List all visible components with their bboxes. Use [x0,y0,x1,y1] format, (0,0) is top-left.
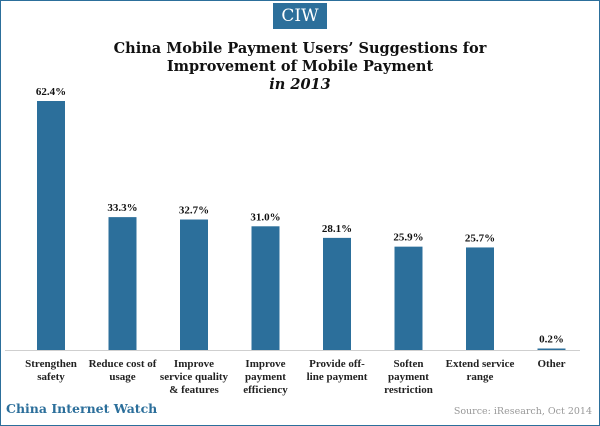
bar [251,226,280,350]
title-line-1: China Mobile Payment Users’ Suggestions … [113,40,487,57]
value-label: 62.4% [36,86,66,98]
bar [37,101,65,350]
bar [394,246,423,350]
category-label: Strengthen safety [25,358,77,383]
ciw-logo: CIW [273,3,327,29]
bar [323,237,351,350]
chart-title: China Mobile Payment Users’ Suggestions … [0,40,600,94]
title-line-2: Improvement of Mobile Payment [166,58,434,75]
value-label: 33.3% [107,202,137,214]
title-line-3: in 2013 [269,76,331,93]
category-label: Improve service quality & features [160,358,229,396]
value-label: 32.7% [179,205,209,217]
category-label: Soften payment restriction [384,358,433,396]
value-label: 25.7% [465,232,495,244]
bar [180,219,208,350]
source-note: Source: iResearch, Oct 2014 [453,406,592,417]
value-label: 31.0% [250,211,280,223]
category-label: Other [537,358,565,370]
bar [537,348,566,350]
category-label: Extend service range [446,358,515,383]
value-label: 25.9% [393,232,423,244]
category-label: Improve payment efficiency [243,358,288,396]
category-label: Provide off-line payment [307,358,368,383]
value-label: 0.2% [539,334,564,346]
category-label: Reduce cost of usage [89,358,157,383]
value-label: 28.1% [322,223,352,235]
bar [108,217,137,350]
footer-brand: China Internet Watch [6,401,158,416]
bar [466,247,494,350]
